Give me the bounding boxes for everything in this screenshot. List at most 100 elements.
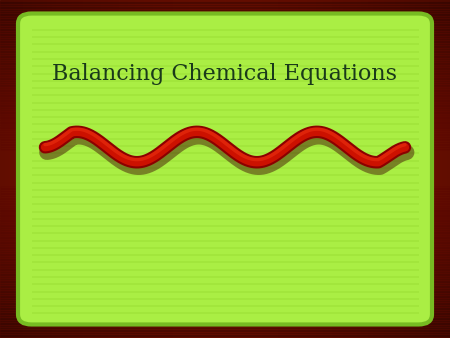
Bar: [9, 0, 11, 338]
Bar: [382, 0, 385, 338]
Bar: [0, 186, 450, 188]
Bar: [315, 0, 317, 338]
Bar: [0, 254, 450, 255]
Bar: [0, 326, 450, 328]
Bar: [108, 0, 110, 338]
Bar: [133, 0, 135, 338]
Bar: [0, 296, 450, 297]
Bar: [0, 262, 450, 264]
Bar: [0, 225, 450, 226]
Bar: [326, 0, 328, 338]
Bar: [0, 105, 450, 106]
Bar: [70, 0, 72, 338]
Bar: [250, 0, 252, 338]
Bar: [0, 122, 450, 123]
Bar: [0, 289, 450, 291]
Bar: [0, 15, 450, 17]
Bar: [0, 118, 450, 120]
Bar: [0, 49, 450, 51]
Bar: [104, 0, 106, 338]
Bar: [7, 0, 9, 338]
Bar: [369, 0, 371, 338]
Bar: [25, 0, 27, 338]
Bar: [0, 106, 450, 108]
Bar: [0, 286, 450, 287]
Bar: [403, 0, 405, 338]
Bar: [153, 0, 155, 338]
Bar: [212, 0, 214, 338]
Bar: [0, 74, 450, 76]
Bar: [0, 243, 450, 245]
Bar: [0, 287, 450, 289]
Bar: [0, 306, 450, 308]
Bar: [0, 5, 450, 7]
Bar: [0, 269, 450, 270]
Bar: [324, 0, 326, 338]
Bar: [32, 283, 419, 285]
Bar: [288, 0, 290, 338]
Bar: [32, 189, 419, 191]
Bar: [191, 0, 194, 338]
Bar: [0, 52, 450, 54]
Bar: [0, 233, 450, 235]
Bar: [11, 0, 13, 338]
Bar: [88, 0, 90, 338]
Bar: [0, 155, 450, 157]
Bar: [0, 69, 450, 71]
Bar: [176, 0, 178, 338]
Bar: [436, 0, 439, 338]
Bar: [0, 208, 450, 210]
Bar: [32, 254, 419, 256]
Bar: [389, 0, 392, 338]
Bar: [207, 0, 209, 338]
Bar: [349, 0, 351, 338]
Bar: [189, 0, 191, 338]
Bar: [32, 203, 419, 206]
Bar: [32, 109, 419, 111]
Bar: [58, 0, 61, 338]
Bar: [344, 0, 346, 338]
Bar: [54, 0, 56, 338]
Bar: [0, 8, 450, 10]
Bar: [43, 0, 45, 338]
Bar: [50, 0, 52, 338]
Bar: [32, 58, 419, 60]
Bar: [38, 0, 40, 338]
Bar: [328, 0, 331, 338]
Bar: [0, 144, 450, 145]
Bar: [32, 94, 419, 96]
Bar: [151, 0, 153, 338]
Bar: [254, 0, 256, 338]
Bar: [74, 0, 76, 338]
Bar: [0, 44, 450, 46]
Bar: [0, 142, 450, 144]
Bar: [396, 0, 398, 338]
Bar: [92, 0, 94, 338]
Bar: [0, 20, 450, 22]
Bar: [405, 0, 407, 338]
Bar: [0, 191, 450, 193]
Bar: [0, 237, 450, 238]
Bar: [32, 167, 419, 169]
Bar: [0, 220, 450, 221]
Bar: [32, 65, 419, 67]
Bar: [0, 17, 450, 19]
Bar: [0, 27, 450, 29]
Bar: [72, 0, 74, 338]
Bar: [0, 93, 450, 95]
Bar: [434, 0, 436, 338]
Bar: [32, 160, 419, 162]
Bar: [0, 313, 450, 314]
Bar: [338, 0, 340, 338]
Bar: [358, 0, 360, 338]
Bar: [0, 188, 450, 189]
Bar: [430, 0, 432, 338]
FancyBboxPatch shape: [18, 14, 432, 324]
Bar: [0, 250, 450, 252]
Bar: [0, 184, 450, 186]
Bar: [400, 0, 403, 338]
Bar: [32, 247, 419, 249]
Bar: [308, 0, 310, 338]
Bar: [0, 25, 450, 27]
Bar: [0, 39, 450, 41]
